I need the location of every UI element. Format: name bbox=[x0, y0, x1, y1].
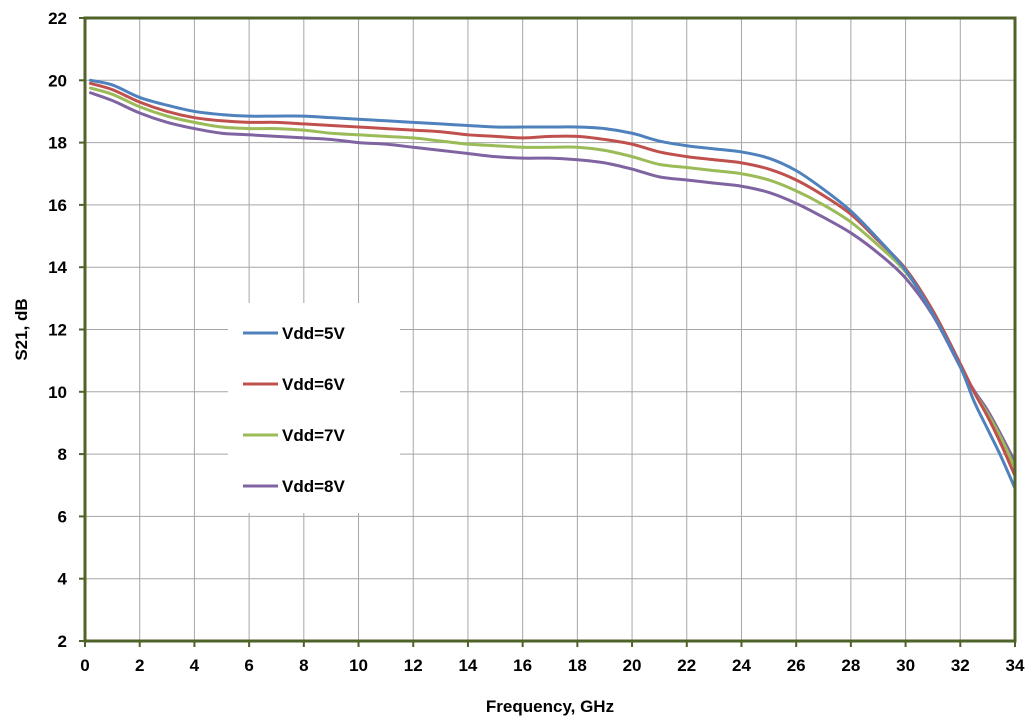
y-tick-label: 10 bbox=[48, 383, 67, 402]
x-tick-label: 6 bbox=[244, 656, 253, 675]
x-tick-label: 34 bbox=[1006, 656, 1025, 675]
y-tick-label: 12 bbox=[48, 321, 67, 340]
x-tick-label: 12 bbox=[404, 656, 423, 675]
legend-box bbox=[228, 303, 400, 513]
legend-label-vdd-7v: Vdd=7V bbox=[282, 426, 345, 445]
x-tick-label: 4 bbox=[190, 656, 200, 675]
x-tick-label: 32 bbox=[951, 656, 970, 675]
x-tick-label: 24 bbox=[732, 656, 751, 675]
legend-label-vdd-8v: Vdd=8V bbox=[282, 477, 345, 496]
x-tick-label: 30 bbox=[896, 656, 915, 675]
x-tick-label: 22 bbox=[677, 656, 696, 675]
y-tick-label: 4 bbox=[58, 570, 68, 589]
y-tick-label: 6 bbox=[58, 507, 67, 526]
legend-label-vdd-6v: Vdd=6V bbox=[282, 375, 345, 394]
legend: Vdd=5V Vdd=6V Vdd=7V Vdd=8V bbox=[228, 303, 400, 513]
y-tick-label: 2 bbox=[58, 632, 67, 651]
x-tick-label: 18 bbox=[568, 656, 587, 675]
x-tick-label: 0 bbox=[80, 656, 89, 675]
x-tick-label: 16 bbox=[513, 656, 532, 675]
y-tick-label: 20 bbox=[48, 71, 67, 90]
y-tick-label: 8 bbox=[58, 445, 67, 464]
series-line-vdd-8v bbox=[88, 91, 1017, 464]
x-tick-label: 10 bbox=[349, 656, 368, 675]
x-axis-title: Frequency, GHz bbox=[486, 697, 614, 716]
y-tick-label: 18 bbox=[48, 134, 67, 153]
x-tick-label: 28 bbox=[841, 656, 860, 675]
series-lines bbox=[88, 78, 1017, 490]
x-tick-label: 14 bbox=[458, 656, 477, 675]
legend-label-vdd-5v: Vdd=5V bbox=[282, 324, 345, 343]
y-axis-ticks: 2 4 6 8 10 12 14 16 18 20 22 bbox=[48, 9, 85, 651]
y-axis-title: S21, dB bbox=[12, 298, 31, 360]
y-tick-label: 14 bbox=[48, 258, 67, 277]
x-tick-label: 8 bbox=[299, 656, 308, 675]
x-tick-label: 26 bbox=[787, 656, 806, 675]
x-tick-label: 2 bbox=[135, 656, 144, 675]
x-axis-ticks: 0 2 4 6 8 10 12 14 16 18 20 22 24 26 28 30 32 34 bbox=[80, 641, 1025, 675]
y-tick-label: 22 bbox=[48, 9, 67, 28]
x-tick-label: 20 bbox=[623, 656, 642, 675]
series-line-vdd-5v bbox=[88, 78, 1017, 490]
y-tick-label: 16 bbox=[48, 196, 67, 215]
